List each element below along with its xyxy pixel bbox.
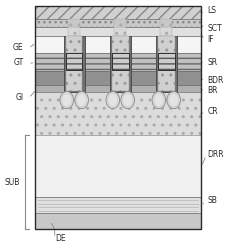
Bar [160,27,172,36]
Bar [35,6,201,230]
Bar [35,92,201,135]
Bar [158,36,174,53]
Bar [66,36,82,53]
Bar [160,19,172,27]
Text: BDR: BDR [208,76,224,85]
Bar [158,70,174,91]
Bar [68,19,80,27]
Text: DE: DE [55,234,66,242]
Bar [112,53,129,70]
Ellipse shape [154,94,164,106]
Ellipse shape [62,94,71,106]
Bar [35,197,201,213]
Ellipse shape [75,92,88,109]
Bar [66,53,82,70]
Bar [114,19,126,27]
Ellipse shape [169,94,179,106]
Text: GT: GT [13,58,23,67]
Bar [35,27,201,36]
Text: SUB: SUB [5,178,20,187]
Text: GI: GI [15,93,23,102]
Text: LS: LS [208,6,217,15]
Bar [35,135,201,197]
Bar [112,70,129,91]
Bar [110,36,131,92]
Bar [68,27,80,36]
Bar [114,27,126,36]
Bar [156,36,177,92]
Bar [35,53,201,71]
Ellipse shape [152,92,166,109]
Ellipse shape [123,94,132,106]
Ellipse shape [121,92,135,109]
Text: IF: IF [208,35,214,44]
Text: GE: GE [13,44,23,52]
Bar [35,6,201,230]
Text: DRR: DRR [208,150,224,159]
Text: CR: CR [208,107,218,116]
Bar [158,53,174,70]
Text: SR: SR [208,58,218,67]
Ellipse shape [77,94,86,106]
Bar [35,71,201,85]
Text: SB: SB [208,196,217,205]
Bar [35,19,201,27]
Ellipse shape [60,92,74,109]
Bar [35,85,201,92]
Bar [35,213,201,230]
Bar [112,53,129,70]
Bar [158,53,174,70]
Bar [64,36,85,92]
Bar [35,6,201,19]
Text: SCT: SCT [208,24,222,32]
Ellipse shape [106,92,120,109]
Bar [66,53,82,70]
Ellipse shape [167,92,180,109]
Bar [66,70,82,91]
Bar [112,36,129,53]
Ellipse shape [108,94,118,106]
Text: BR: BR [208,86,218,95]
